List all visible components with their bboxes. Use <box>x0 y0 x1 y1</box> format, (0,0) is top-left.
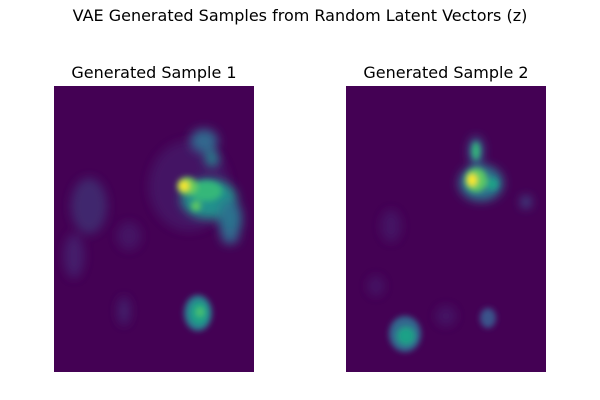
generated-image-1 <box>54 86 254 372</box>
figure-title: VAE Generated Samples from Random Latent… <box>72 6 528 25</box>
generated-image-2 <box>346 86 546 372</box>
sample-panel-2: Generated Sample 2 <box>346 62 546 372</box>
sample-title-1: Generated Sample 1 <box>71 63 237 82</box>
sample-panel-1: Generated Sample 1 <box>54 62 254 372</box>
sample-title-2: Generated Sample 2 <box>363 63 529 82</box>
